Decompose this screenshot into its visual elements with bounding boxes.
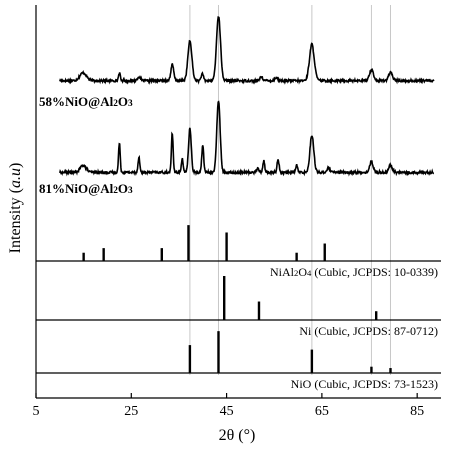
axes: 5 25 45 65 85	[33, 5, 441, 419]
sample-label: 58%NiO@Al2O3	[39, 94, 133, 109]
x-axis-title: 2θ (°)	[219, 427, 256, 444]
xrd-patterns	[59, 16, 435, 177]
reference-panels: NiAl2O4 (Cubic, JCPDS: 10-0339) Ni (Cubic…	[36, 225, 441, 391]
reference-label: NiAl2O4 (Cubic, JCPDS: 10-0339)	[270, 265, 438, 279]
xrd-pattern-line	[59, 16, 435, 85]
x-tick-label: 85	[410, 404, 424, 419]
xrd-pattern-line	[59, 100, 435, 177]
x-tick-label: 65	[315, 404, 329, 419]
x-tick-label: 45	[220, 404, 234, 419]
y-axis-title: Intensity (a.u)	[7, 163, 24, 254]
sample-labels: 58%NiO@Al2O3 81%NiO@Al2O3	[39, 94, 133, 196]
guide-lines	[189, 5, 391, 375]
sample-label: 81%NiO@Al2O3	[39, 181, 133, 196]
reference-label: NiO (Cubic, JCPDS: 73-1523)	[291, 377, 438, 391]
x-tick-label: 5	[33, 404, 40, 419]
x-tick-label: 25	[124, 404, 138, 419]
reference-label: Ni (Cubic, JCPDS: 87-0712)	[299, 324, 438, 338]
